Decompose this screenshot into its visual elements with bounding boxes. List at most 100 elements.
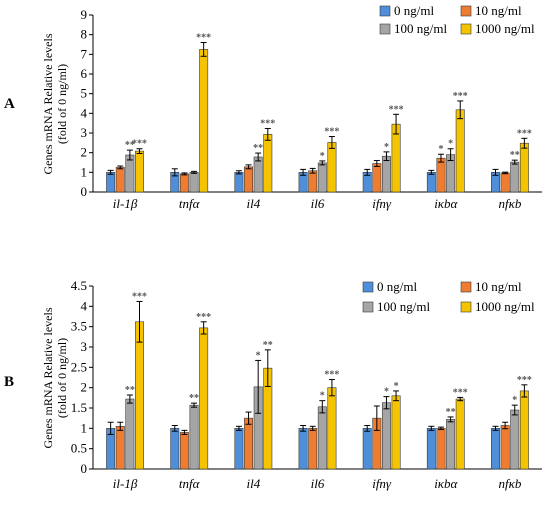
significance-label: ***: [324, 127, 339, 138]
bar: [519, 142, 529, 193]
x-category-label: iκbα: [434, 476, 458, 491]
bar: [426, 428, 436, 470]
y-tick-label: 6: [81, 66, 88, 81]
bar: [317, 406, 327, 470]
y-tick-label: 3.5: [71, 319, 87, 334]
significance-label: **: [510, 150, 520, 161]
y-tick-label: 3: [81, 125, 88, 140]
y-axis-title-line: (fold of 0 ng/ml): [55, 64, 69, 144]
bar: [125, 154, 135, 193]
chart-panel-b: B Genes mRNA Relative levels (fold of 0 ng…: [4, 278, 542, 491]
y-tick-label: 1: [81, 420, 88, 435]
bar: [115, 425, 125, 470]
significance-label: ***: [324, 370, 339, 381]
bar: [381, 155, 391, 193]
y-tick-label: 1: [81, 164, 88, 179]
bar: [491, 428, 500, 470]
bar: [426, 172, 436, 193]
significance-label: *: [394, 381, 399, 392]
bar: [170, 428, 180, 470]
bar: [510, 161, 520, 193]
x-category-label: il-1β: [113, 196, 138, 211]
significance-label: **: [253, 143, 263, 154]
panel-letter: A: [4, 96, 15, 112]
bar: [455, 109, 465, 193]
bar: [179, 432, 189, 470]
significance-label: ***: [260, 118, 275, 129]
significance-label: *: [320, 391, 325, 402]
x-category-label: ifnγ: [372, 476, 392, 491]
bar: [317, 162, 327, 193]
x-category-label: nfκb: [498, 476, 521, 491]
y-axis-title-line: Genes mRNA Relative levels: [41, 307, 55, 448]
legend-swatch: [460, 5, 472, 17]
significance-label: *: [512, 395, 517, 406]
significance-label: *: [384, 142, 389, 153]
significance-label: ***: [517, 375, 532, 386]
bar: [327, 142, 337, 193]
legend-label: 0 ng/ml: [377, 279, 417, 294]
significance-label: **: [189, 393, 199, 404]
bar: [298, 428, 308, 470]
legend-label: 100 ng/ml: [394, 21, 447, 36]
legend-swatch: [460, 281, 472, 293]
panel-letter: B: [4, 374, 14, 390]
legend-swatch: [379, 23, 391, 35]
y-tick-label: 8: [81, 27, 88, 42]
significance-label: *: [448, 139, 453, 150]
bar: [199, 327, 209, 470]
x-category-label: tnfα: [179, 476, 201, 491]
chart-panel-a: A Genes mRNA Relative levels (fold of 0 ng…: [4, 3, 542, 211]
bar: [308, 428, 318, 470]
significance-label: *: [256, 350, 261, 361]
bar: [115, 167, 125, 193]
y-tick-label: 9: [81, 7, 88, 22]
x-category-label: il6: [311, 476, 325, 491]
x-category-label: tnfα: [179, 196, 201, 211]
legend-label: 100 ng/ml: [377, 299, 430, 314]
x-category-label: nfκb: [498, 196, 521, 211]
bar: [253, 156, 263, 193]
bar: [189, 404, 199, 470]
y-tick-label: 2: [81, 380, 88, 395]
significance-label: ***: [453, 387, 468, 398]
bar: [362, 428, 372, 470]
bar: [135, 150, 144, 193]
significance-label: ***: [389, 104, 404, 115]
legend-swatch: [362, 281, 374, 293]
x-category-label: il6: [311, 196, 325, 211]
y-tick-label: 4: [81, 105, 88, 120]
significance-label: ***: [132, 139, 147, 150]
significance-label: ***: [517, 128, 532, 139]
bar: [263, 134, 273, 193]
bar: [500, 172, 510, 193]
significance-label: ***: [196, 312, 211, 323]
bar: [106, 172, 116, 193]
legend-swatch: [379, 5, 391, 17]
bar: [234, 172, 244, 193]
bar: [372, 163, 382, 193]
bar: [391, 395, 401, 470]
x-category-label: il4: [246, 196, 260, 211]
legend-label: 10 ng/ml: [475, 279, 522, 294]
legend-swatch: [460, 23, 472, 35]
legend-swatch: [362, 301, 374, 313]
significance-label: ***: [132, 291, 147, 302]
y-tick-label: 1.5: [71, 400, 87, 415]
bar: [125, 398, 135, 470]
bar: [381, 402, 391, 470]
legend-label: 1000 ng/ml: [475, 299, 535, 314]
y-tick-label: 5: [81, 86, 88, 101]
y-tick-label: 0.5: [71, 441, 87, 456]
y-tick-label: 0: [81, 461, 88, 476]
y-tick-label: 2.5: [71, 359, 87, 374]
legend-label: 10 ng/ml: [475, 3, 522, 18]
x-category-label: iκbα: [434, 196, 458, 211]
x-category-label: ifnγ: [372, 196, 392, 211]
significance-label: **: [263, 340, 273, 351]
bar: [179, 173, 189, 193]
significance-label: *: [384, 387, 389, 398]
y-tick-label: 0: [81, 184, 88, 199]
y-tick-label: 3: [81, 339, 88, 354]
